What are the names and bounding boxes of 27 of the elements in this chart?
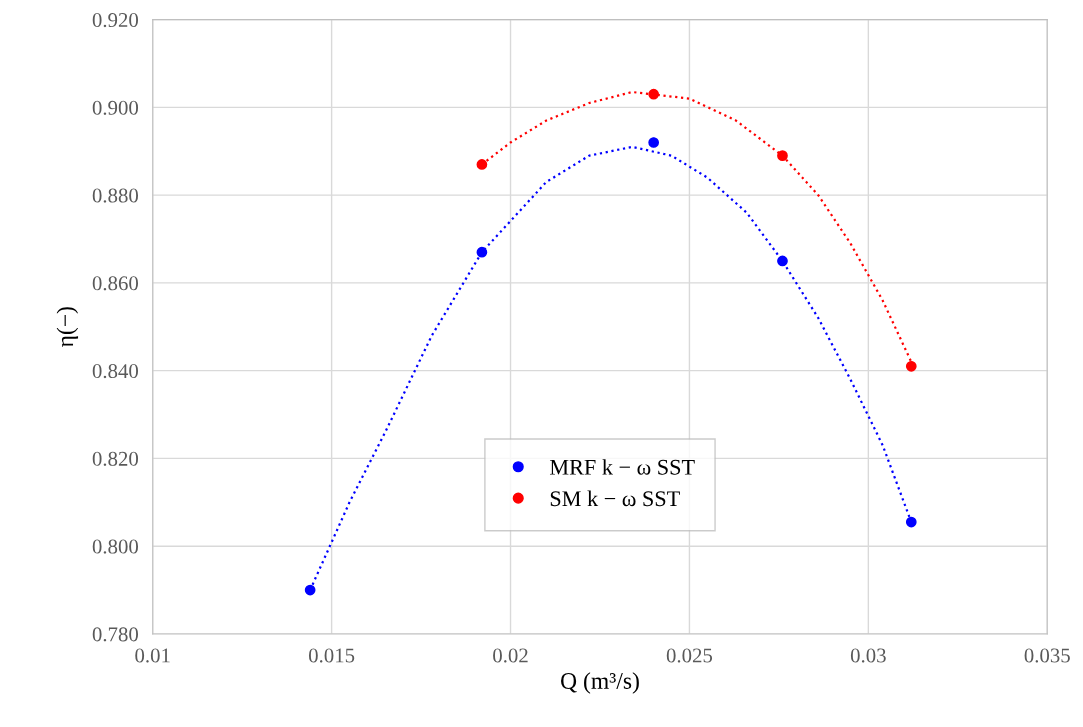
point [777, 255, 788, 267]
point [304, 584, 316, 596]
x-tick-label: 0.035 [1024, 648, 1070, 663]
point [476, 159, 488, 170]
y-tick-label: 0.820 [92, 451, 139, 466]
x-tick-label: 0.02 [493, 648, 528, 663]
y-tick-label: 0.900 [92, 100, 139, 115]
point [777, 150, 788, 162]
x-tick-label: 0.015 [308, 648, 355, 663]
point [905, 516, 917, 528]
point [476, 246, 488, 258]
x-tick-label: 0.03 [850, 648, 886, 663]
point [905, 360, 917, 372]
y-axis-title: η(−) [56, 307, 79, 348]
y-tick-label: 0.920 [92, 13, 139, 28]
x-tick-label: 0.025 [666, 648, 713, 663]
point [648, 137, 660, 148]
y-tick-label: 0.800 [92, 539, 139, 554]
x-axis-title: Q (m³/s) [561, 672, 639, 694]
point [648, 88, 660, 100]
x-tick-label: 0.01 [135, 648, 170, 663]
y-tick-label: 0.840 [92, 364, 139, 379]
y-tick-label: 0.780 [92, 627, 139, 642]
y-tick-label: 0.860 [92, 276, 139, 291]
legend-label: SM k − ω SST [550, 490, 680, 507]
legend-label: MRF k − ω SST [549, 459, 695, 475]
y-tick-label: 0.880 [92, 188, 139, 203]
